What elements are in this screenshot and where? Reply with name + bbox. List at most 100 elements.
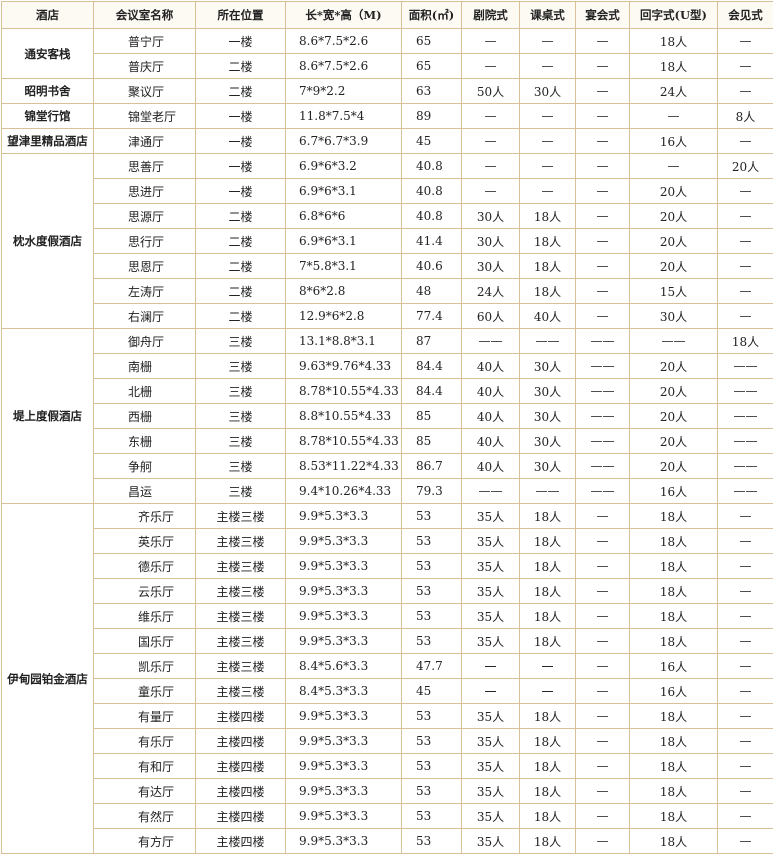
cell-area: 85: [402, 429, 462, 454]
cell-theater: 30人: [462, 254, 520, 279]
cell-banquet: —: [576, 754, 630, 779]
cell-classroom: 一: [520, 654, 576, 679]
cell-location: 三楼: [196, 479, 286, 504]
hotel-name: 伊甸园铂金酒店: [2, 504, 94, 854]
cell-theater: 35人: [462, 604, 520, 629]
cell-theater: —: [462, 54, 520, 79]
cell-dimensions: 9.9*5.3*3.3: [286, 729, 402, 754]
cell-dimensions: 6.8*6*6: [286, 204, 402, 229]
cell-banquet: —: [576, 79, 630, 104]
cell-theater: 50人: [462, 79, 520, 104]
cell-u-shape: 16人: [630, 129, 718, 154]
cell-u-shape: 18人: [630, 754, 718, 779]
cell-banquet: ——: [576, 404, 630, 429]
cell-dimensions: 8.78*10.55*4.33: [286, 379, 402, 404]
cell-dimensions: 6.7*6.7*3.9: [286, 129, 402, 154]
cell-theater: 35人: [462, 779, 520, 804]
cell-room-name: 津通厅: [94, 129, 196, 154]
cell-room-name: 思源厅: [94, 204, 196, 229]
cell-room-name: 御舟厅: [94, 329, 196, 354]
cell-banquet: —: [576, 279, 630, 304]
cell-reception: —: [718, 254, 773, 279]
cell-theater: 40人: [462, 354, 520, 379]
cell-dimensions: 9.9*5.3*3.3: [286, 779, 402, 804]
cell-banquet: —: [576, 129, 630, 154]
cell-reception: —: [718, 279, 773, 304]
cell-theater: ——: [462, 479, 520, 504]
cell-reception: —: [718, 704, 773, 729]
cell-reception: 18人: [718, 329, 773, 354]
cell-u-shape: 18人: [630, 29, 718, 54]
cell-classroom: 18人: [520, 829, 576, 854]
cell-u-shape: 18人: [630, 779, 718, 804]
cell-reception: 20人: [718, 154, 773, 179]
cell-location: 主楼三楼: [196, 529, 286, 554]
cell-room-name: 思恩厅: [94, 254, 196, 279]
cell-location: 二楼: [196, 304, 286, 329]
cell-u-shape: 30人: [630, 304, 718, 329]
cell-u-shape: 18人: [630, 804, 718, 829]
cell-area: 45: [402, 679, 462, 704]
cell-reception: —: [718, 54, 773, 79]
cell-theater: 35人: [462, 754, 520, 779]
cell-classroom: 40人: [520, 304, 576, 329]
cell-location: 主楼三楼: [196, 654, 286, 679]
cell-u-shape: 20人: [630, 379, 718, 404]
cell-room-name: 凯乐厅: [94, 654, 196, 679]
cell-u-shape: 18人: [630, 729, 718, 754]
cell-location: 主楼三楼: [196, 579, 286, 604]
cell-classroom: 30人: [520, 379, 576, 404]
cell-u-shape: 18人: [630, 629, 718, 654]
cell-theater: 30人: [462, 229, 520, 254]
cell-banquet: —: [576, 604, 630, 629]
cell-dimensions: 9.9*5.3*3.3: [286, 804, 402, 829]
cell-area: 41.4: [402, 229, 462, 254]
cell-classroom: 18人: [520, 779, 576, 804]
cell-u-shape: 20人: [630, 204, 718, 229]
cell-classroom: 30人: [520, 454, 576, 479]
cell-area: 40.8: [402, 204, 462, 229]
column-header-theater: 剧院式: [462, 2, 520, 29]
cell-reception: —: [718, 629, 773, 654]
cell-room-name: 有和厅: [94, 754, 196, 779]
cell-u-shape: 24人: [630, 79, 718, 104]
cell-room-name: 普宁厅: [94, 29, 196, 54]
cell-theater: 40人: [462, 429, 520, 454]
column-header-dimensions: 长*宽*高（M): [286, 2, 402, 29]
cell-banquet: —: [576, 804, 630, 829]
cell-area: 87: [402, 329, 462, 354]
cell-classroom: 30人: [520, 79, 576, 104]
cell-room-name: 德乐厅: [94, 554, 196, 579]
cell-area: 53: [402, 754, 462, 779]
header-row: 酒店会议室名称所在位置长*宽*高（M)面积(㎡)剧院式课桌式宴会式回字式(U型)…: [2, 2, 773, 29]
cell-banquet: —: [576, 554, 630, 579]
column-header-u-shape: 回字式(U型): [630, 2, 718, 29]
cell-area: 53: [402, 579, 462, 604]
cell-classroom: 18人: [520, 804, 576, 829]
cell-dimensions: 12.9*6*2.8: [286, 304, 402, 329]
cell-classroom: 30人: [520, 404, 576, 429]
cell-banquet: ——: [576, 379, 630, 404]
cell-room-name: 锦堂老厅: [94, 104, 196, 129]
cell-banquet: —: [576, 229, 630, 254]
cell-u-shape: 20人: [630, 254, 718, 279]
cell-area: 53: [402, 704, 462, 729]
cell-location: 主楼四楼: [196, 779, 286, 804]
cell-room-name: 有然厅: [94, 804, 196, 829]
cell-area: 84.4: [402, 379, 462, 404]
cell-reception: —: [718, 654, 773, 679]
cell-reception: ——: [718, 379, 773, 404]
cell-theater: 35人: [462, 629, 520, 654]
